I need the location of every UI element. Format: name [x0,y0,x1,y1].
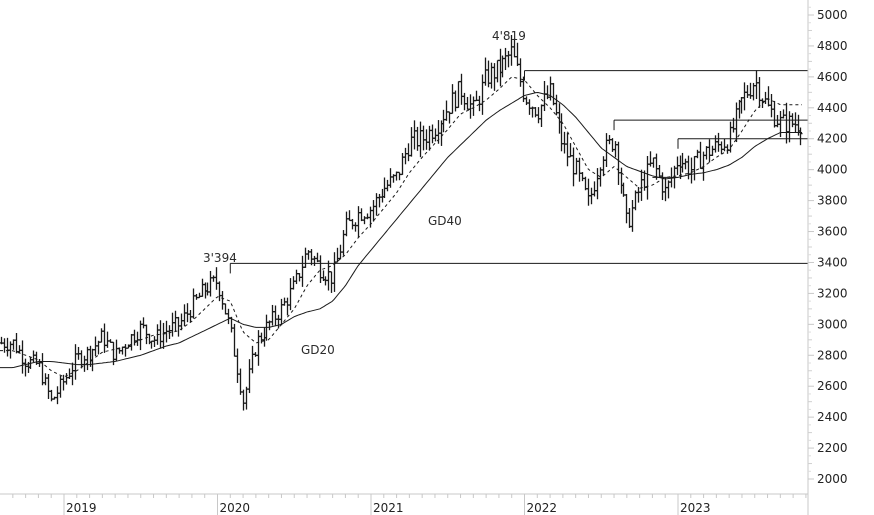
gd40-moving-average-line [0,91,802,369]
x-tick-label: 2019 [66,501,97,515]
y-tick-label: 4200 [817,132,848,146]
y-tick-label: 4800 [817,39,848,53]
y-tick-label: 3000 [817,317,848,331]
y-tick-label: 2400 [817,410,848,424]
y-tick-label: 3600 [817,225,848,239]
y-tick-label: 3400 [817,255,848,269]
peak-2020-label: 3'394 [203,251,237,265]
gd20-moving-average-line [0,76,802,378]
gd20-label: GD20 [301,343,335,357]
y-tick-label: 2000 [817,472,848,486]
y-tick-label: 4400 [817,101,848,115]
x-tick-label: 2020 [220,501,251,515]
gd40-label: GD40 [428,214,462,228]
y-tick-label: 5000 [817,8,848,22]
support-resistance-lines [229,70,808,274]
y-tick-label: 3800 [817,194,848,208]
x-axis: 2019 2020 2021 2022 2023 [0,493,808,515]
y-axis: 2000 2200 2400 2600 2800 3000 3200 3400 3600 3800… [807,0,848,515]
y-tick-label: 4000 [817,163,848,177]
y-tick-label: 4600 [817,70,848,84]
peak-2021-label: 4'819 [492,29,526,43]
price-ohlc-bars [0,34,803,411]
y-tick-label: 2800 [817,348,848,362]
y-tick-label: 2600 [817,379,848,393]
x-tick-label: 2021 [373,501,404,515]
y-tick-label: 2200 [817,441,848,455]
x-tick-label: 2023 [680,501,711,515]
y-tick-label: 3200 [817,286,848,300]
x-tick-label: 2022 [527,501,558,515]
